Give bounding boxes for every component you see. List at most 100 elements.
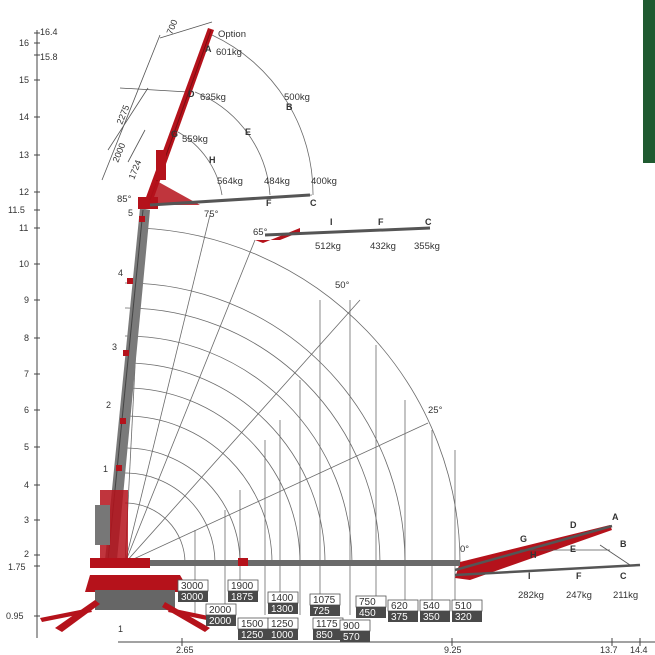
load-box-bottom <box>340 631 370 642</box>
letter-g-top: G <box>171 129 178 139</box>
y-tick-16: 16 <box>19 38 29 48</box>
load-601: 601kg <box>216 47 242 58</box>
load-value-bottom: 850 <box>316 630 333 641</box>
load-value-top: 510 <box>455 601 472 612</box>
angle-75: 75° <box>204 209 219 220</box>
boom-section-5: 5 <box>128 208 133 218</box>
load-value-bottom: 350 <box>423 612 440 623</box>
y-tick-10: 10 <box>19 259 29 269</box>
letter-h-ground: H <box>530 550 537 560</box>
y-tick-1-75: 1.75 <box>8 562 26 572</box>
y-axis-ticks <box>34 32 40 617</box>
y-tick-2: 2 <box>24 549 29 559</box>
load-211: 211kg <box>613 590 638 601</box>
load-value-bottom: 1250 <box>241 630 264 641</box>
ground-marker-1: 1 <box>118 624 123 634</box>
letter-f-top: F <box>266 198 272 208</box>
load-box-bottom <box>268 629 298 640</box>
load-value-top: 750 <box>359 597 376 608</box>
load-box-bottom <box>238 629 268 640</box>
load-value-bottom: 450 <box>359 608 376 619</box>
y-tick-0-95: 0.95 <box>6 611 24 621</box>
mid-jib <box>255 226 431 243</box>
green-corner-band <box>643 0 655 163</box>
y-tick-5: 5 <box>24 442 29 452</box>
y-tick-9: 9 <box>24 295 29 305</box>
load-box-bottom <box>313 629 343 640</box>
ground-boom <box>90 558 460 568</box>
letter-g-ground: G <box>520 534 527 544</box>
load-value-bottom: 375 <box>391 612 408 623</box>
ground-jib <box>454 524 641 580</box>
load-value-top: 540 <box>423 601 440 612</box>
load-value-top: 900 <box>343 621 360 632</box>
letter-i-mid: I <box>330 217 333 227</box>
load-value-bottom: 725 <box>313 606 330 617</box>
letter-e-top: E <box>245 127 251 137</box>
boom-section-1: 1 <box>103 464 108 474</box>
y-tick-8: 8 <box>24 333 29 343</box>
letter-a-ground: A <box>612 512 619 522</box>
load-box-bottom <box>356 607 386 618</box>
letter-c-ground: C <box>620 571 627 581</box>
letter-f-ground: F <box>576 571 582 581</box>
load-value-bottom: 320 <box>455 612 472 623</box>
dim-2275: 2275 <box>115 103 132 125</box>
load-282: 282kg <box>518 590 544 601</box>
load-value-top: 1250 <box>271 619 294 630</box>
x-tick-13-7: 13.7 <box>600 645 618 655</box>
radius-arcs <box>124 227 461 564</box>
x-tick-2-65: 2.65 <box>176 645 194 655</box>
load-484: 484kg <box>264 176 290 187</box>
load-564: 564kg <box>217 176 243 187</box>
load-value-top: 1400 <box>271 593 294 604</box>
load-635: 635kg <box>200 92 226 103</box>
dimension-lines <box>101 21 213 181</box>
y-tick-15-8: 15.8 <box>40 52 58 62</box>
y-tick-13: 13 <box>19 150 29 160</box>
load-box-bottom <box>452 611 482 622</box>
letter-h-top: H <box>209 155 216 165</box>
x-tick-9-25: 9.25 <box>444 645 462 655</box>
letter-d-top: D <box>188 89 195 99</box>
load-432: 432kg <box>370 241 396 252</box>
load-value-top: 1175 <box>316 619 338 630</box>
dim-2000: 2000 <box>111 141 128 163</box>
load-box-bottom <box>268 603 298 614</box>
boom-markers <box>116 216 145 471</box>
letter-i-ground: I <box>528 571 531 581</box>
vertical-load-lines <box>194 300 456 615</box>
load-value-top: 2000 <box>209 605 232 616</box>
angle-65: 65° <box>253 227 268 238</box>
angle-25: 25° <box>428 405 443 416</box>
load-value-top: 3000 <box>181 581 204 592</box>
boom-section-3: 3 <box>112 342 117 352</box>
load-400: 400kg <box>311 176 337 187</box>
load-value-top: 1500 <box>241 619 264 630</box>
y-tick-7: 7 <box>24 369 29 379</box>
dim-1724: 1724 <box>127 158 144 180</box>
angle-0: 0° <box>460 544 469 555</box>
letter-d-ground: D <box>570 520 577 530</box>
load-value-bottom: 3000 <box>181 592 204 603</box>
load-value-bottom: 1875 <box>231 592 254 603</box>
y-tick-6: 6 <box>24 405 29 415</box>
letter-e-ground: E <box>570 544 576 554</box>
load-box-bottom <box>228 591 258 602</box>
load-value-bottom: 1300 <box>271 604 294 615</box>
letter-a-top: A <box>205 44 212 54</box>
y-tick-15: 15 <box>19 75 29 85</box>
angle-85: 85° <box>117 194 132 205</box>
option-label: Option <box>218 29 246 40</box>
y-tick-4: 4 <box>24 480 29 490</box>
letter-f-mid: F <box>378 217 384 227</box>
letter-c-top: C <box>310 198 317 208</box>
load-box-bottom <box>178 591 208 602</box>
y-tick-14: 14 <box>19 112 29 122</box>
load-box-bottom <box>420 611 450 622</box>
load-table: 3000300020002000190018751500125014001300… <box>177 579 483 643</box>
letter-b-top: B <box>286 102 293 112</box>
x-axis-ticks <box>181 638 641 646</box>
